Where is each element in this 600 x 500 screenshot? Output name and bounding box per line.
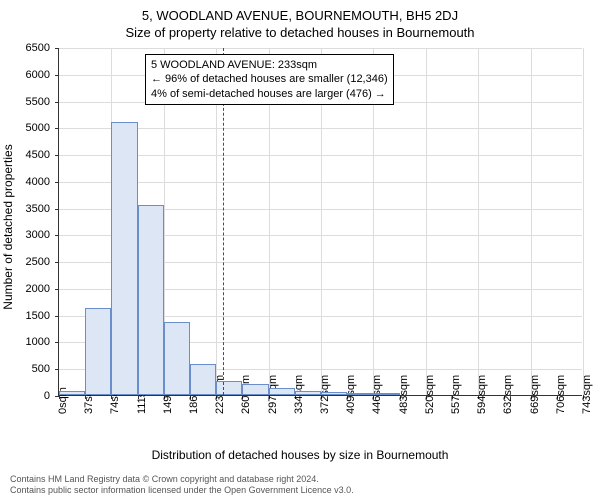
histogram-bar xyxy=(190,364,216,395)
ytick-mark xyxy=(55,342,59,343)
ytick-label: 6500 xyxy=(0,42,50,54)
annotation-line1: 5 WOODLAND AVENUE: 233sqm xyxy=(151,58,388,72)
xtick-label: 669sqm xyxy=(529,406,541,414)
ytick-mark xyxy=(55,235,59,236)
chart-plot-area: 0sqm37sqm74sqm111sqm149sqm186sqm223sqm26… xyxy=(58,48,582,396)
ytick-label: 3500 xyxy=(0,203,50,215)
histogram-bar xyxy=(321,392,347,395)
xtick-label: 297sqm xyxy=(267,406,279,414)
ytick-label: 4000 xyxy=(0,176,50,188)
ytick-label: 4500 xyxy=(0,149,50,161)
ytick-label: 5500 xyxy=(0,96,50,108)
ytick-mark xyxy=(55,48,59,49)
xtick-label: 409sqm xyxy=(345,406,357,414)
vgrid-line xyxy=(426,48,427,395)
vgrid-line xyxy=(478,48,479,395)
histogram-bar xyxy=(111,122,137,395)
xtick-label: 520sqm xyxy=(424,406,436,414)
histogram-bar xyxy=(138,205,164,395)
histogram-bar xyxy=(216,381,242,395)
ytick-mark xyxy=(55,209,59,210)
ytick-mark xyxy=(55,102,59,103)
xtick-label: 743sqm xyxy=(581,406,593,414)
annotation-line2: ← 96% of detached houses are smaller (12… xyxy=(151,72,388,86)
xtick-label: 334sqm xyxy=(293,406,305,414)
xtick-label: 706sqm xyxy=(555,406,567,414)
xtick-label: 594sqm xyxy=(476,406,488,414)
histogram-bar xyxy=(59,391,85,395)
histogram-bar xyxy=(269,388,295,395)
histogram-bar xyxy=(295,391,321,395)
plot-region: 0sqm37sqm74sqm111sqm149sqm186sqm223sqm26… xyxy=(58,48,582,396)
footer-line1: Contains HM Land Registry data © Crown c… xyxy=(10,474,354,485)
xtick-label: 0sqm xyxy=(57,406,69,414)
xtick-label: 446sqm xyxy=(371,406,383,414)
ytick-label: 0 xyxy=(0,390,50,402)
annotation-callout: 5 WOODLAND AVENUE: 233sqm← 96% of detach… xyxy=(145,54,394,105)
x-axis-label: Distribution of detached houses by size … xyxy=(0,448,600,462)
xtick-label: 632sqm xyxy=(502,406,514,414)
ytick-label: 3000 xyxy=(0,229,50,241)
ytick-mark xyxy=(55,316,59,317)
ytick-label: 1000 xyxy=(0,336,50,348)
histogram-bar xyxy=(164,322,190,395)
ytick-label: 5000 xyxy=(0,122,50,134)
footer-line2: Contains public sector information licen… xyxy=(10,485,354,496)
ytick-mark xyxy=(55,289,59,290)
xtick-label: 74sqm xyxy=(109,406,121,414)
histogram-bar xyxy=(347,393,373,395)
xtick-label: 260sqm xyxy=(240,406,252,414)
ytick-mark xyxy=(55,262,59,263)
xtick-label: 372sqm xyxy=(319,406,331,414)
ytick-mark xyxy=(55,182,59,183)
chart-title-line1: 5, WOODLAND AVENUE, BOURNEMOUTH, BH5 2DJ xyxy=(0,0,600,23)
ytick-mark xyxy=(55,128,59,129)
histogram-bar xyxy=(373,393,399,395)
xtick-label: 149sqm xyxy=(162,406,174,414)
xtick-label: 186sqm xyxy=(188,406,200,414)
xtick-label: 111sqm xyxy=(136,406,148,414)
ytick-mark xyxy=(55,155,59,156)
xtick-label: 483sqm xyxy=(398,406,410,414)
histogram-bar xyxy=(85,308,111,395)
xtick-label: 557sqm xyxy=(450,406,462,414)
vgrid-line xyxy=(531,48,532,395)
chart-title-line2: Size of property relative to detached ho… xyxy=(0,23,600,46)
ytick-label: 500 xyxy=(0,363,50,375)
ytick-mark xyxy=(55,75,59,76)
annotation-line3: 4% of semi-detached houses are larger (4… xyxy=(151,87,388,101)
ytick-mark xyxy=(55,369,59,370)
histogram-bar xyxy=(242,384,268,395)
ytick-label: 1500 xyxy=(0,310,50,322)
ytick-label: 6000 xyxy=(0,69,50,81)
ytick-label: 2500 xyxy=(0,256,50,268)
attribution-footer: Contains HM Land Registry data © Crown c… xyxy=(10,474,354,496)
ytick-label: 2000 xyxy=(0,283,50,295)
xtick-label: 37sqm xyxy=(83,406,95,414)
xtick-label: 223sqm xyxy=(214,406,226,414)
vgrid-line xyxy=(583,48,584,395)
